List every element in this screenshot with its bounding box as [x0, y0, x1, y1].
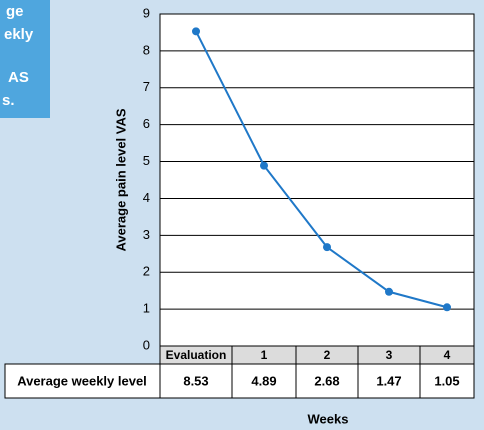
y-tick-label: 0: [143, 337, 150, 352]
data-point: [192, 27, 200, 36]
table-row-label: Average weekly level: [17, 373, 147, 388]
y-tick-label: 3: [143, 227, 150, 242]
table-value: 2.68: [314, 373, 339, 388]
x-tick-label: 2: [324, 348, 331, 362]
data-point: [385, 287, 393, 296]
y-tick-label: 5: [143, 153, 150, 168]
caption-panel: [0, 0, 50, 118]
y-tick-label: 1: [143, 301, 150, 316]
data-point: [443, 303, 451, 312]
caption-text: ge: [6, 3, 24, 20]
table-value: 1.05: [434, 373, 459, 388]
y-tick-label: 7: [143, 79, 150, 94]
y-tick-label: 9: [143, 5, 150, 20]
caption-text: s.: [2, 92, 15, 109]
x-axis-label: Weeks: [308, 411, 349, 426]
table-value: 1.47: [376, 373, 401, 388]
y-axis-label: Average pain level VAS: [113, 108, 128, 251]
table-value: 8.53: [183, 373, 208, 388]
x-tick-label: Evaluation: [166, 348, 227, 362]
x-tick-label: 1: [261, 348, 268, 362]
data-point: [260, 161, 268, 170]
table-value: 4.89: [251, 373, 276, 388]
table-data-row: [4, 363, 475, 399]
y-tick-label: 4: [143, 190, 150, 205]
caption-text: AS: [8, 69, 29, 86]
caption-text: ekly: [4, 26, 34, 43]
y-tick-label: 8: [143, 42, 150, 57]
y-tick-label: 2: [143, 264, 150, 279]
y-tick-label: 6: [143, 116, 150, 131]
x-tick-label: 4: [444, 348, 451, 362]
data-point: [323, 243, 331, 252]
plot-area: [159, 13, 475, 347]
x-tick-label: 3: [386, 348, 393, 362]
